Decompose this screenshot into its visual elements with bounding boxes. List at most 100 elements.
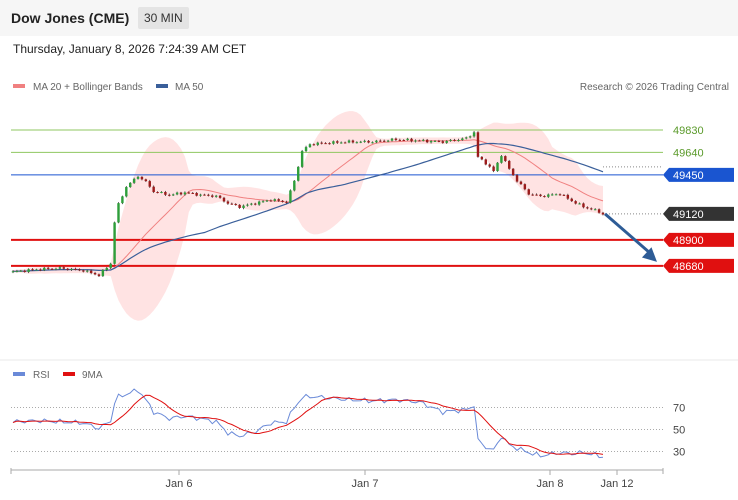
candle bbox=[11, 270, 15, 274]
candle bbox=[527, 188, 530, 196]
candle bbox=[160, 191, 163, 194]
candle bbox=[132, 177, 136, 184]
candle bbox=[101, 269, 105, 277]
candle bbox=[347, 139, 351, 144]
candle bbox=[547, 193, 550, 198]
candle bbox=[265, 199, 269, 202]
candle bbox=[590, 207, 593, 211]
candle bbox=[195, 192, 198, 197]
candle bbox=[550, 193, 554, 196]
candle bbox=[468, 135, 472, 139]
x-tick-label: Jan 7 bbox=[352, 478, 379, 490]
datetime-label: Thursday, January 8, 2026 7:24:39 AM CET bbox=[13, 42, 247, 56]
candle bbox=[543, 195, 546, 198]
candle bbox=[19, 269, 23, 272]
candle bbox=[289, 189, 292, 204]
candle bbox=[554, 193, 558, 196]
candle bbox=[332, 140, 335, 145]
candle bbox=[125, 186, 128, 198]
candle bbox=[320, 141, 323, 145]
candle bbox=[58, 266, 62, 270]
candle bbox=[93, 271, 97, 276]
candle bbox=[578, 202, 581, 205]
candle bbox=[484, 158, 487, 166]
candle bbox=[582, 202, 585, 209]
candle bbox=[148, 179, 151, 188]
ma50-legend-swatch bbox=[156, 84, 168, 88]
ma20-legend-label: MA 20 + Bollinger Bands bbox=[33, 82, 143, 93]
candle bbox=[359, 140, 362, 144]
candle bbox=[586, 206, 589, 210]
candle bbox=[62, 266, 66, 270]
candle bbox=[218, 194, 222, 199]
candle bbox=[156, 191, 159, 194]
candle bbox=[246, 203, 249, 207]
candle bbox=[297, 166, 300, 182]
candle bbox=[78, 268, 81, 272]
candle bbox=[121, 195, 124, 205]
candle bbox=[316, 141, 319, 147]
candle bbox=[97, 273, 101, 277]
candle bbox=[461, 137, 464, 141]
candle bbox=[46, 266, 50, 270]
candle bbox=[371, 141, 374, 144]
candle bbox=[179, 191, 183, 196]
level-48680-label: 48680 bbox=[673, 261, 704, 273]
candle bbox=[39, 268, 42, 272]
candle bbox=[562, 194, 566, 196]
candle bbox=[410, 137, 413, 143]
level-48680-tag bbox=[663, 258, 734, 273]
candle bbox=[226, 200, 230, 205]
candle bbox=[113, 221, 116, 265]
candle bbox=[285, 200, 288, 204]
rsi-legend-label: RSI bbox=[33, 370, 50, 381]
candle bbox=[152, 185, 155, 194]
candle bbox=[261, 200, 265, 203]
candle bbox=[566, 193, 570, 200]
timeframe-badge[interactable]: 30 MIN bbox=[138, 7, 189, 29]
rsi-tick-30: 30 bbox=[673, 447, 685, 459]
candle bbox=[390, 137, 394, 142]
candle bbox=[234, 203, 237, 206]
credit-label: Research © 2026 Trading Central bbox=[580, 82, 729, 93]
candle bbox=[257, 200, 261, 206]
candle bbox=[214, 194, 218, 198]
candle bbox=[269, 199, 273, 202]
candle bbox=[31, 268, 34, 271]
candle bbox=[86, 269, 89, 273]
candle bbox=[66, 267, 69, 271]
header-bar: Dow Jones (CME) 30 MIN bbox=[0, 0, 738, 36]
candle bbox=[422, 138, 425, 142]
candle bbox=[211, 194, 214, 198]
candle bbox=[340, 141, 343, 144]
candle bbox=[207, 193, 210, 197]
candle bbox=[457, 138, 460, 142]
candle bbox=[250, 202, 253, 206]
level-48900-label: 48900 bbox=[673, 235, 704, 247]
candle bbox=[70, 267, 73, 271]
candle bbox=[367, 139, 370, 144]
candle bbox=[144, 178, 148, 182]
ma50-line bbox=[12, 142, 604, 272]
candle bbox=[414, 139, 417, 143]
candle bbox=[300, 149, 304, 169]
rsi-legend-swatch bbox=[13, 372, 25, 376]
candle bbox=[492, 165, 495, 173]
candle bbox=[273, 198, 276, 202]
candle bbox=[89, 269, 93, 275]
candle bbox=[191, 191, 194, 194]
candle bbox=[74, 267, 77, 271]
candle bbox=[27, 268, 30, 274]
candle bbox=[508, 159, 511, 170]
candle bbox=[429, 140, 433, 144]
candle bbox=[445, 140, 448, 144]
candle bbox=[531, 193, 534, 196]
rsi-tick-70: 70 bbox=[673, 403, 685, 415]
candle bbox=[394, 137, 398, 142]
candle bbox=[82, 269, 85, 273]
candle bbox=[351, 139, 355, 144]
candle bbox=[129, 182, 132, 188]
candle bbox=[523, 183, 527, 191]
candle bbox=[254, 202, 257, 206]
candle bbox=[425, 138, 429, 144]
